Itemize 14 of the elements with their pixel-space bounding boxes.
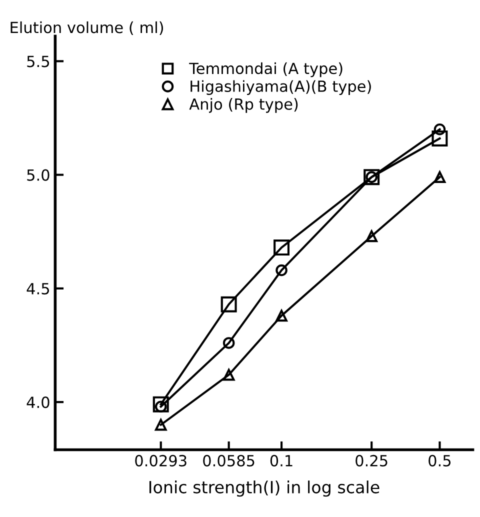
x-tick-label: 0.0585 <box>203 454 254 466</box>
x-axis-title: Ionic strength(I) in log scale <box>149 480 380 497</box>
y-axis-title: Elution volume ( ml) <box>10 21 164 36</box>
x-tick-label: 0.25 <box>356 454 388 466</box>
y-tick-label: 5.5 <box>27 56 50 68</box>
y-tick-label: 5.0 <box>27 169 50 181</box>
legend-label: Higashiyama(A)(B type) <box>190 80 371 95</box>
x-tick-label: 0.5 <box>428 454 451 466</box>
x-tick-label: 0.1 <box>270 454 292 466</box>
y-tick-label: 4.5 <box>26 283 50 294</box>
x-tick-label: 0.0293 <box>135 454 186 466</box>
legend-label: Temmondai (A type) <box>189 62 342 78</box>
y-tick-label: 4.0 <box>26 396 50 408</box>
legend-label: Anjo (Rp type) <box>189 98 298 113</box>
